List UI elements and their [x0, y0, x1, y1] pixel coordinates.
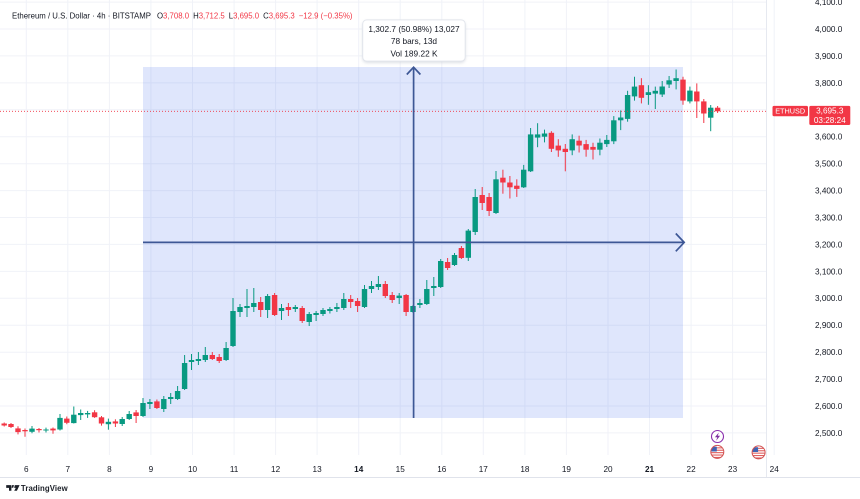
svg-text:22: 22 [687, 465, 697, 474]
svg-text:16: 16 [437, 465, 447, 474]
svg-text:3,800.0: 3,800.0 [815, 79, 843, 88]
svg-text:03:28:24: 03:28:24 [814, 116, 846, 125]
svg-text:6: 6 [24, 465, 29, 474]
svg-text:23: 23 [728, 465, 738, 474]
svg-text:2,800.0: 2,800.0 [815, 348, 843, 357]
svg-text:18: 18 [520, 465, 530, 474]
svg-text:3,695.3: 3,695.3 [816, 107, 844, 116]
svg-text:9: 9 [149, 465, 154, 474]
svg-text:78 bars, 13d: 78 bars, 13d [391, 36, 438, 46]
svg-text:3,200.0: 3,200.0 [815, 240, 843, 249]
svg-text:7: 7 [66, 465, 71, 474]
svg-text:15: 15 [396, 465, 406, 474]
svg-text:Vol 189.22 K: Vol 189.22 K [390, 48, 438, 58]
svg-text:4,100.0: 4,100.0 [815, 0, 843, 7]
svg-text:14: 14 [354, 465, 364, 474]
svg-text:3,900.0: 3,900.0 [815, 52, 843, 61]
svg-text:3,500.0: 3,500.0 [815, 160, 843, 169]
svg-text:3,300.0: 3,300.0 [815, 213, 843, 222]
svg-text:3,100.0: 3,100.0 [815, 267, 843, 276]
svg-text:3,400.0: 3,400.0 [815, 187, 843, 196]
svg-text:17: 17 [479, 465, 489, 474]
svg-text:3,000.0: 3,000.0 [815, 294, 843, 303]
svg-text:2,500.0: 2,500.0 [815, 429, 843, 438]
svg-text:24: 24 [770, 465, 780, 474]
svg-text:Ethereum / U.S. Dollar · 4h ·: Ethereum / U.S. Dollar · 4h · BITSTAMP O… [12, 12, 353, 21]
svg-text:1,302.7 (50.98%) 13,027: 1,302.7 (50.98%) 13,027 [368, 24, 460, 34]
svg-text:TradingView: TradingView [21, 484, 69, 493]
svg-text:21: 21 [645, 465, 655, 474]
svg-text:2,900.0: 2,900.0 [815, 321, 843, 330]
svg-text:8: 8 [107, 465, 112, 474]
svg-text:4,000.0: 4,000.0 [815, 25, 843, 34]
svg-text:2,700.0: 2,700.0 [815, 375, 843, 384]
svg-text:10: 10 [188, 465, 198, 474]
svg-text:ETHUSD: ETHUSD [775, 107, 805, 116]
svg-text:12: 12 [271, 465, 281, 474]
svg-text:19: 19 [562, 465, 572, 474]
svg-text:13: 13 [313, 465, 323, 474]
svg-text:3,600.0: 3,600.0 [815, 133, 843, 142]
svg-text:2,600.0: 2,600.0 [815, 402, 843, 411]
svg-text:20: 20 [603, 465, 613, 474]
svg-text:11: 11 [230, 465, 239, 474]
